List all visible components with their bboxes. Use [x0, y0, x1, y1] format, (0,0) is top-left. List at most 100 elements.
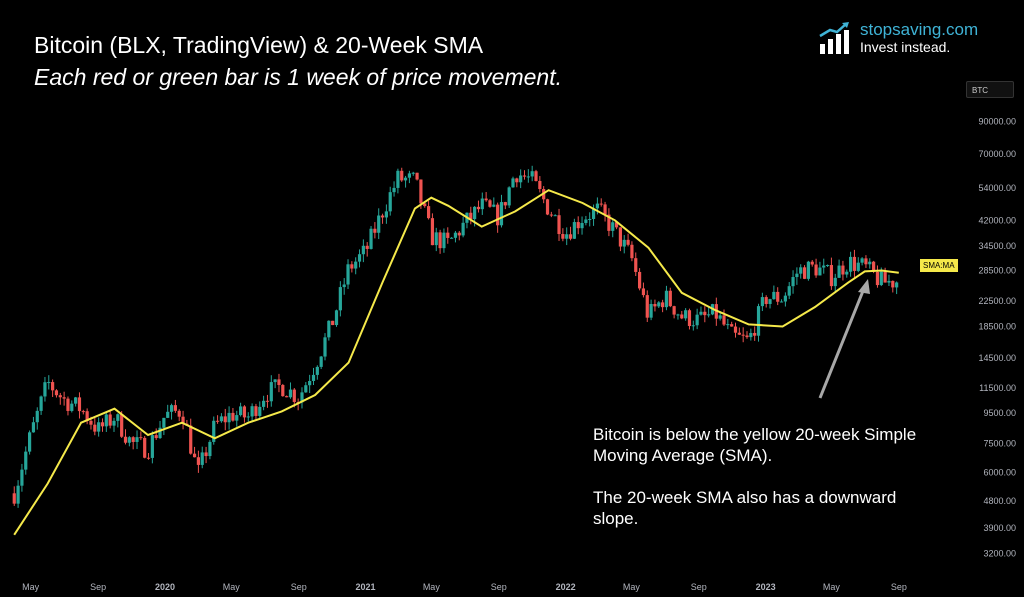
candle-body [783, 295, 787, 302]
brand-name: stopsaving.com [860, 20, 979, 39]
candle-body [519, 175, 523, 183]
candle-body [802, 267, 807, 279]
candle-body [591, 208, 596, 219]
candle-body [112, 420, 116, 426]
candle-body [837, 265, 841, 278]
x-axis: May Sep 2020 May Sep 2021 May Sep 2022 May Sep 2023… [22, 582, 907, 592]
candle-body [611, 222, 615, 231]
candle-body [219, 416, 224, 422]
candle-body [388, 192, 392, 212]
candle-body [51, 382, 55, 391]
candle-body [304, 385, 308, 393]
candle-body [135, 437, 139, 442]
candle-body [35, 410, 39, 423]
candle-body [139, 437, 143, 439]
candle-body [695, 314, 699, 326]
brand-tagline: Invest instead. [860, 39, 951, 55]
candle-body [120, 414, 124, 437]
candle-body [442, 232, 446, 249]
candle-body [718, 315, 722, 319]
candle-body [319, 356, 323, 367]
candle-body [703, 311, 707, 316]
symbol-badge: BTC [966, 81, 1014, 98]
candle-body [438, 232, 442, 249]
candle-body [469, 212, 473, 220]
candle-body [308, 380, 312, 386]
candle-body [12, 493, 16, 504]
candle-body [845, 271, 849, 275]
candle-body [146, 457, 151, 459]
candle-body [607, 214, 611, 231]
candle-body [745, 335, 749, 338]
x-tick-label: Sep [891, 582, 907, 592]
candle-body [242, 406, 247, 418]
candle-body [672, 306, 676, 315]
candle-body [403, 177, 408, 181]
candle-body [246, 416, 250, 418]
candle-body [423, 203, 427, 207]
candle-body [772, 291, 776, 300]
candle-body [872, 261, 876, 272]
candle-body [868, 261, 872, 265]
candle-body [684, 310, 688, 319]
candle-body [204, 452, 208, 457]
candle-body [549, 214, 553, 216]
candle-body [664, 290, 669, 308]
y-tick-label: 18500.00 [978, 321, 1016, 331]
candle-body [753, 332, 757, 336]
candle-body [300, 392, 304, 403]
candle-body [699, 311, 703, 315]
candle-body [680, 314, 684, 319]
candle-body [369, 228, 373, 249]
candle-body [891, 280, 895, 288]
chart-subtitle: Each red or green bar is 1 week of price… [34, 64, 562, 90]
candle-body [668, 290, 672, 307]
y-tick-label: 3200.00 [983, 549, 1016, 559]
candle-body [538, 180, 542, 190]
candle-body [450, 237, 454, 239]
candle-body [223, 416, 227, 423]
candle-body [860, 258, 864, 263]
sma-line [13, 189, 899, 536]
y-tick-label: 90000.00 [978, 117, 1016, 127]
candle-body [430, 218, 435, 246]
candle-body [269, 382, 273, 402]
candle-body [595, 203, 599, 209]
candle-body [323, 337, 327, 357]
candle-body [749, 332, 753, 338]
x-tick-label: 2022 [556, 582, 576, 592]
candle-body [346, 264, 350, 285]
candle-body [77, 397, 82, 412]
candle-body [288, 389, 293, 398]
y-tick-label: 54000.00 [978, 183, 1016, 193]
candle-body [691, 325, 695, 327]
candle-body [189, 425, 193, 454]
candle-body [231, 412, 235, 421]
candle-body [411, 172, 415, 174]
candle-body [212, 420, 216, 442]
candle-body [776, 291, 780, 302]
x-tick-label: May [423, 582, 441, 592]
candle-body [446, 232, 450, 238]
candle-body [810, 261, 814, 265]
chart-title: Bitcoin (BLX, TradingView) & 20-Week SMA [34, 32, 484, 58]
candle-body [848, 256, 853, 272]
candle-body [818, 267, 822, 276]
annotation-paragraph-2: The 20-week SMA also has a downward slop… [593, 488, 897, 528]
candle-body [47, 382, 51, 384]
candle-body [895, 282, 899, 288]
candle-body [327, 320, 331, 338]
brand-logo[interactable]: stopsaving.com Invest instead. [818, 20, 1008, 60]
candle-body [534, 171, 538, 181]
candle-body [545, 199, 550, 215]
candle-body [603, 204, 607, 215]
annotation-text: Bitcoin is below the yellow 20-week Simp… [593, 424, 933, 550]
candle-body [262, 400, 266, 407]
candle-body [499, 202, 504, 226]
y-tick-label: 70000.00 [978, 149, 1016, 159]
x-tick-label: Sep [291, 582, 307, 592]
candle-body [200, 452, 204, 465]
candle-body [131, 437, 135, 442]
candle-body [480, 198, 484, 210]
